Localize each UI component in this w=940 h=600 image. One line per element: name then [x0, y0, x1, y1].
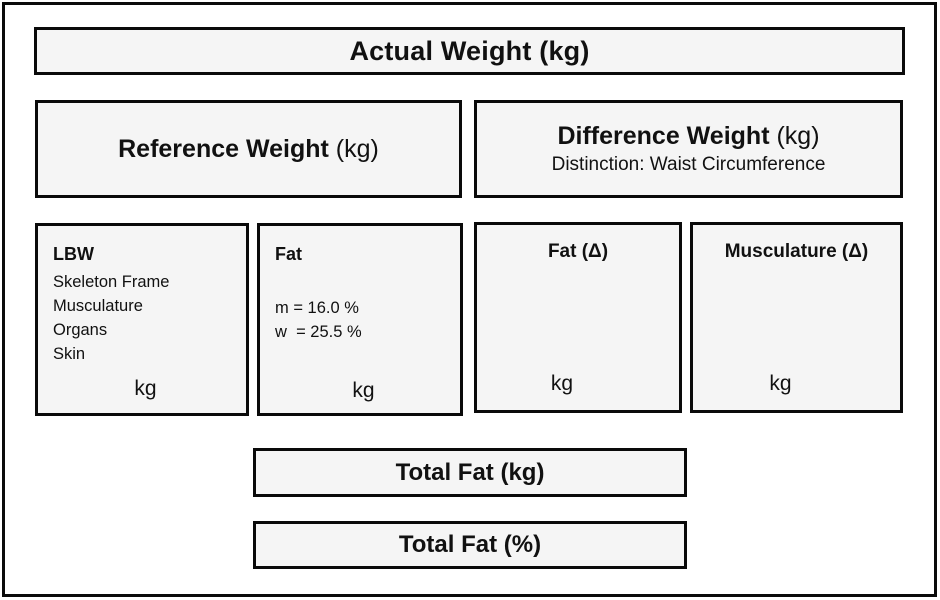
fat-delta-box: Fat (Δ) kg [474, 222, 682, 413]
lbw-component-musculature: Musculature [53, 297, 143, 315]
musculature-delta-box: Musculature (Δ) kg [690, 222, 903, 413]
difference-weight-unit: (kg) [776, 122, 820, 150]
reference-weight-box: Reference Weight (kg) [35, 100, 462, 198]
total-fat-kg-title: Total Fat (kg) [395, 458, 545, 486]
reference-weight-label: Reference Weight [118, 134, 329, 163]
lbw-component-skeleton-frame: Skeleton Frame [53, 273, 170, 291]
fat-delta-title: Fat (Δ) [547, 241, 609, 262]
lbw-box: LBW Skeleton Frame Musculature Organs Sk… [35, 223, 249, 416]
total-fat-percent-title: Total Fat (%) [398, 531, 542, 558]
reference-weight-title: Reference Weight (kg) [118, 135, 379, 164]
lbw-unit-label: kg [134, 377, 157, 400]
difference-weight-label: Difference Weight [557, 122, 770, 150]
musculature-delta-title: Musculature (Δ) [724, 241, 869, 262]
total-fat-kg-box: Total Fat (kg) [253, 448, 687, 497]
fat-percentage-men: m = 16.0 % [275, 299, 359, 317]
fat-delta-unit-label: kg [550, 372, 574, 395]
difference-weight-box: Difference Weight (kg) Distinction: Wais… [474, 100, 903, 198]
reference-weight-unit: (kg) [335, 134, 379, 163]
actual-weight-box: Actual Weight (kg) [34, 27, 905, 75]
difference-weight-subtitle: Distinction: Waist Circumference [551, 154, 826, 175]
lbw-component-skin: Skin [53, 345, 86, 363]
fat-title: Fat [275, 244, 302, 264]
musculature-delta-unit-label: kg [769, 372, 792, 395]
fat-percentage-women: w = 25.5 % [275, 323, 362, 341]
total-fat-percent-box: Total Fat (%) [253, 521, 687, 569]
fat-unit-label: kg [352, 379, 375, 402]
fat-box: Fat m = 16.0 % w = 25.5 % kg [257, 223, 463, 416]
lbw-component-organs: Organs [53, 321, 108, 339]
difference-weight-title: Difference Weight (kg) [557, 122, 819, 151]
fat-percentage-values: m = 16.0 % w = 25.5 % [275, 296, 452, 344]
actual-weight-title: Actual Weight (kg) [349, 35, 590, 66]
lbw-title: LBW [53, 244, 94, 264]
